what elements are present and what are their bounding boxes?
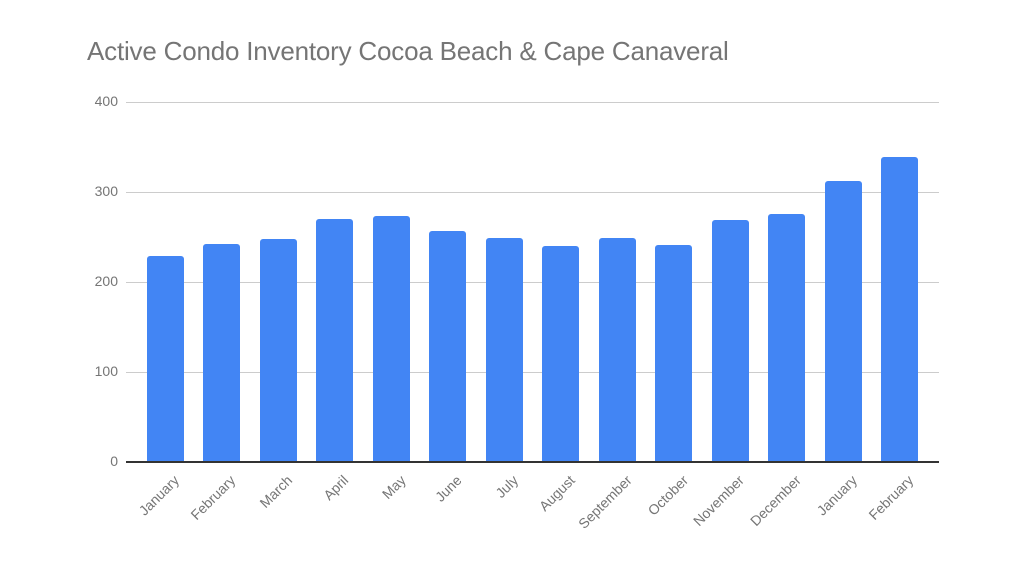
bar [598, 238, 636, 462]
x-tick-label: November [690, 471, 748, 529]
x-tick-label: October [644, 471, 691, 519]
x-axis [126, 461, 939, 463]
y-tick-label: 100 [94, 363, 118, 379]
bar [203, 243, 240, 462]
bar [542, 245, 579, 462]
bar [768, 214, 805, 462]
gridline [126, 102, 939, 103]
x-tick-label: September [574, 471, 635, 532]
x-tick-label: February [187, 471, 239, 523]
x-tick-label: March [256, 471, 296, 511]
chart-title: Active Condo Inventory Cocoa Beach & Cap… [87, 36, 729, 66]
bar [429, 231, 466, 462]
bar [372, 215, 410, 462]
gridline [126, 372, 939, 373]
bar [711, 220, 749, 462]
x-tick-label: July [492, 471, 522, 501]
y-tick-label: 0 [110, 453, 118, 469]
bar [881, 157, 918, 462]
y-tick-label: 200 [94, 273, 118, 289]
bar [485, 238, 523, 462]
x-tick-label: August [535, 471, 578, 514]
bar [316, 219, 353, 462]
bar [824, 180, 862, 462]
x-tick-label: April [320, 471, 352, 503]
y-tick-label: 400 [94, 93, 118, 109]
bar [655, 244, 692, 462]
x-tick-label: May [378, 471, 409, 502]
x-tick-label: February [865, 471, 917, 523]
x-tick-label: June [432, 471, 465, 505]
x-tick-label: January [135, 471, 183, 519]
bar [259, 239, 297, 462]
x-tick-label: December [746, 471, 804, 529]
bar [146, 256, 184, 462]
gridline [126, 192, 939, 193]
x-tick-label: January [813, 471, 861, 519]
gridline [126, 282, 939, 283]
y-tick-label: 300 [94, 183, 118, 199]
